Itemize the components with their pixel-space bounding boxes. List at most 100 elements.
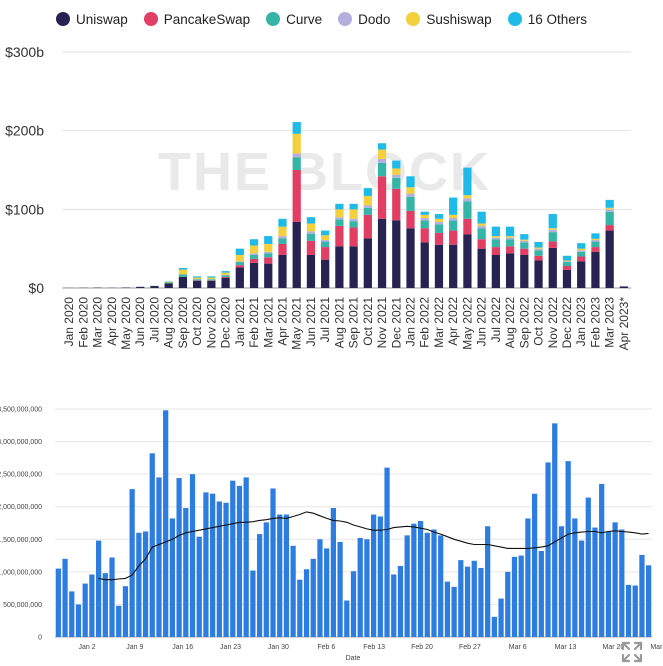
bar-segment-uniswap[interactable] bbox=[520, 254, 529, 288]
daily-bar[interactable] bbox=[136, 532, 142, 637]
bar-segment-16-others[interactable] bbox=[221, 271, 230, 273]
daily-bar[interactable] bbox=[592, 527, 598, 637]
bar-segment-dodo[interactable] bbox=[363, 205, 372, 208]
daily-bar[interactable] bbox=[290, 545, 296, 637]
bar-segment-curve[interactable] bbox=[377, 162, 387, 177]
daily-bar[interactable] bbox=[203, 492, 209, 637]
bar-segment-uniswap[interactable] bbox=[292, 221, 301, 288]
bar-segment-curve[interactable] bbox=[278, 238, 287, 244]
daily-bar[interactable] bbox=[256, 534, 263, 637]
bar-segment-uniswap[interactable] bbox=[178, 276, 188, 288]
bar-segment-uniswap[interactable] bbox=[207, 280, 216, 288]
bar-segment-pancakeswap[interactable] bbox=[349, 227, 358, 247]
bar-segment-16-others[interactable] bbox=[278, 218, 287, 227]
bar-segment-uniswap[interactable] bbox=[491, 254, 500, 288]
bar-segment-uniswap[interactable] bbox=[349, 246, 358, 288]
bar-segment-dodo[interactable] bbox=[548, 229, 557, 233]
bar-segment-sushiswap[interactable] bbox=[420, 214, 429, 218]
daily-bar[interactable] bbox=[605, 531, 612, 637]
daily-bar[interactable] bbox=[478, 567, 484, 637]
bar-segment-dodo[interactable] bbox=[520, 240, 529, 243]
legend-item[interactable]: PancakeSwap bbox=[143, 12, 250, 27]
daily-bar[interactable] bbox=[632, 585, 638, 637]
bar-segment-uniswap[interactable] bbox=[605, 230, 614, 288]
bar-segment-pancakeswap[interactable] bbox=[491, 247, 500, 255]
bar-segment-dodo[interactable] bbox=[292, 153, 301, 158]
bar-segment-16-others[interactable] bbox=[235, 248, 244, 255]
bar-segment-dodo[interactable] bbox=[392, 174, 401, 178]
bar-segment-sushiswap[interactable] bbox=[349, 209, 358, 219]
daily-bar[interactable] bbox=[55, 568, 61, 637]
bar-segment-sushiswap[interactable] bbox=[292, 133, 301, 154]
bar-segment-dodo[interactable] bbox=[377, 158, 387, 163]
daily-bar[interactable] bbox=[619, 529, 625, 637]
bar-segment-curve[interactable] bbox=[491, 239, 500, 248]
daily-bar[interactable] bbox=[350, 571, 357, 637]
daily-bar[interactable] bbox=[384, 467, 390, 637]
bar-segment-16-others[interactable] bbox=[449, 197, 458, 215]
daily-bar[interactable] bbox=[176, 478, 182, 637]
bar-segment-uniswap[interactable] bbox=[505, 253, 515, 288]
bar-segment-pancakeswap[interactable] bbox=[434, 232, 444, 245]
bar-segment-pancakeswap[interactable] bbox=[278, 243, 287, 255]
bar-segment-uniswap[interactable] bbox=[164, 283, 173, 288]
bar-segment-curve[interactable] bbox=[335, 219, 344, 226]
legend-item[interactable]: Curve bbox=[266, 12, 322, 27]
bar-segment-curve[interactable] bbox=[221, 275, 230, 277]
daily-bar[interactable] bbox=[95, 540, 102, 637]
bar-segment-sushiswap[interactable] bbox=[491, 236, 500, 238]
bar-segment-pancakeswap[interactable] bbox=[235, 265, 244, 268]
bar-segment-uniswap[interactable] bbox=[306, 254, 316, 288]
bar-segment-uniswap[interactable] bbox=[477, 248, 486, 288]
bar-segment-pancakeswap[interactable] bbox=[520, 248, 529, 255]
bar-segment-curve[interactable] bbox=[363, 207, 372, 215]
bar-segment-16-others[interactable] bbox=[207, 276, 216, 278]
daily-bar[interactable] bbox=[558, 526, 565, 637]
legend-item[interactable]: 16 Others bbox=[507, 12, 587, 27]
daily-bar[interactable] bbox=[283, 514, 290, 637]
daily-bar[interactable] bbox=[491, 616, 497, 637]
daily-bar[interactable] bbox=[525, 518, 531, 637]
bar-segment-sushiswap[interactable] bbox=[463, 195, 472, 199]
daily-bar[interactable] bbox=[599, 483, 605, 637]
daily-bar[interactable] bbox=[75, 604, 82, 637]
bar-segment-sushiswap[interactable] bbox=[392, 168, 401, 175]
bar-segment-curve[interactable] bbox=[534, 250, 543, 256]
daily-bar[interactable] bbox=[444, 581, 451, 637]
daily-bar[interactable] bbox=[216, 501, 222, 637]
bar-segment-16-others[interactable] bbox=[491, 226, 500, 237]
legend-item[interactable]: Uniswap bbox=[56, 12, 128, 27]
daily-bar[interactable] bbox=[337, 541, 343, 637]
bar-segment-sushiswap[interactable] bbox=[193, 277, 202, 280]
daily-bar[interactable] bbox=[364, 539, 370, 637]
bar-segment-dodo[interactable] bbox=[605, 209, 614, 212]
bar-segment-pancakeswap[interactable] bbox=[605, 225, 614, 231]
bar-segment-curve[interactable] bbox=[306, 233, 316, 241]
bar-segment-uniswap[interactable] bbox=[562, 269, 572, 288]
bar-segment-uniswap[interactable] bbox=[591, 251, 600, 288]
bar-segment-16-others[interactable] bbox=[306, 217, 316, 224]
bar-segment-dodo[interactable] bbox=[534, 248, 543, 251]
bar-segment-uniswap[interactable] bbox=[534, 260, 543, 288]
daily-bar[interactable] bbox=[518, 555, 524, 637]
daily-bar[interactable] bbox=[62, 558, 68, 637]
bar-segment-pancakeswap[interactable] bbox=[335, 225, 344, 247]
bar-segment-curve[interactable] bbox=[562, 262, 572, 266]
bar-segment-curve[interactable] bbox=[548, 232, 557, 242]
bar-segment-16-others[interactable] bbox=[292, 122, 301, 134]
bar-segment-sushiswap[interactable] bbox=[306, 223, 316, 232]
bar-segment-dodo[interactable] bbox=[463, 198, 472, 202]
bar-segment-dodo[interactable] bbox=[562, 261, 572, 263]
daily-bar[interactable] bbox=[344, 600, 350, 637]
daily-bar[interactable] bbox=[156, 477, 162, 637]
daily-bar[interactable] bbox=[89, 574, 95, 637]
daily-bar[interactable] bbox=[116, 605, 122, 637]
bar-segment-curve[interactable] bbox=[178, 274, 188, 277]
bar-segment-dodo[interactable] bbox=[505, 237, 515, 240]
bar-segment-uniswap[interactable] bbox=[449, 244, 458, 288]
bar-segment-pancakeswap[interactable] bbox=[363, 214, 372, 239]
bar-segment-uniswap[interactable] bbox=[335, 246, 344, 288]
bar-segment-sushiswap[interactable] bbox=[377, 149, 387, 159]
bar-segment-16-others[interactable] bbox=[562, 255, 572, 261]
bar-segment-pancakeswap[interactable] bbox=[477, 239, 486, 249]
